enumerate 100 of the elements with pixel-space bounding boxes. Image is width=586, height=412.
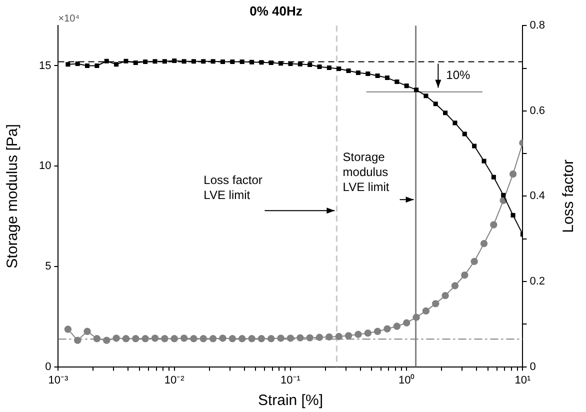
point (191, 59, 196, 64)
point (142, 335, 149, 342)
point (84, 328, 91, 335)
point (240, 59, 244, 64)
point (278, 61, 284, 66)
point (462, 132, 467, 136)
point (346, 68, 351, 74)
point (190, 335, 198, 342)
point (452, 120, 458, 126)
point (422, 307, 430, 315)
point (393, 322, 401, 330)
point (133, 60, 138, 65)
point (326, 65, 332, 70)
point (286, 334, 294, 342)
point (366, 72, 370, 76)
point (103, 336, 110, 344)
x-tick-label: 10⁻¹ (280, 374, 301, 386)
point (200, 335, 207, 342)
point (451, 282, 459, 290)
y-tick-label: 10 (38, 160, 52, 172)
point (470, 258, 478, 266)
point (132, 335, 140, 342)
point (248, 335, 256, 342)
point (326, 333, 333, 341)
point (424, 94, 428, 98)
point (250, 60, 254, 64)
point (201, 59, 206, 64)
point (433, 102, 438, 106)
point (84, 63, 90, 68)
point (75, 61, 80, 66)
point (93, 335, 101, 342)
x-tick-label: 10⁻² (164, 374, 185, 386)
point (228, 335, 236, 342)
point (308, 62, 312, 67)
ref-line-label: Storage modulus LVE limit (342, 150, 390, 194)
x-tick-label: 10⁰ (398, 373, 415, 386)
point (114, 62, 119, 67)
point (74, 336, 82, 344)
point (335, 332, 342, 340)
point (162, 59, 167, 64)
point (151, 334, 159, 342)
point (509, 170, 517, 178)
point (354, 330, 362, 338)
point (94, 63, 100, 68)
point (230, 59, 235, 64)
point (268, 335, 275, 342)
point (124, 58, 128, 64)
point (490, 221, 498, 228)
chart-title: 0% 40Hz (250, 3, 303, 18)
y2-tick-label: 0.6 (530, 104, 546, 117)
point (336, 66, 342, 72)
point (412, 314, 420, 321)
point (161, 335, 168, 342)
point (172, 58, 177, 63)
y2-tick-label: 0.8 (530, 20, 546, 32)
point (220, 59, 225, 64)
y-axis-title: Storage modulus [Pa] (4, 124, 22, 268)
point (432, 300, 440, 308)
point (122, 335, 130, 342)
x-tick-label: 10¹ (514, 374, 531, 386)
y2-axis-title: Loss factor (560, 160, 578, 233)
point (296, 334, 304, 342)
y-tick-label: 5 (45, 260, 52, 272)
point (402, 319, 410, 326)
y2-tick-label: 0 (530, 360, 536, 373)
point (209, 335, 217, 342)
point (66, 62, 70, 67)
y-tick-label: 0 (45, 360, 52, 373)
point (317, 64, 322, 70)
point (288, 61, 293, 66)
point (259, 60, 264, 65)
point (104, 58, 109, 64)
point (461, 272, 468, 279)
point (344, 332, 352, 340)
y2-tick-label: 0.2 (530, 276, 546, 288)
point (374, 328, 382, 335)
point (219, 334, 226, 342)
point (64, 326, 72, 333)
point (210, 59, 216, 64)
y-tick-label: 15 (38, 60, 52, 72)
point (501, 192, 506, 198)
point (182, 59, 186, 64)
point (112, 334, 120, 342)
point (375, 74, 380, 78)
point (152, 59, 158, 64)
point (480, 240, 488, 248)
annotation: 10% (446, 68, 471, 82)
point (394, 80, 400, 84)
point (356, 70, 360, 76)
point (268, 60, 274, 65)
x-tick-label: 10⁻³ (48, 374, 69, 386)
point (404, 84, 409, 88)
point (442, 292, 449, 300)
text: ×10⁴ (58, 13, 80, 24)
point (238, 335, 246, 342)
point (482, 158, 486, 164)
point (510, 213, 516, 218)
point (258, 335, 266, 342)
point (143, 59, 148, 64)
point (384, 76, 390, 80)
